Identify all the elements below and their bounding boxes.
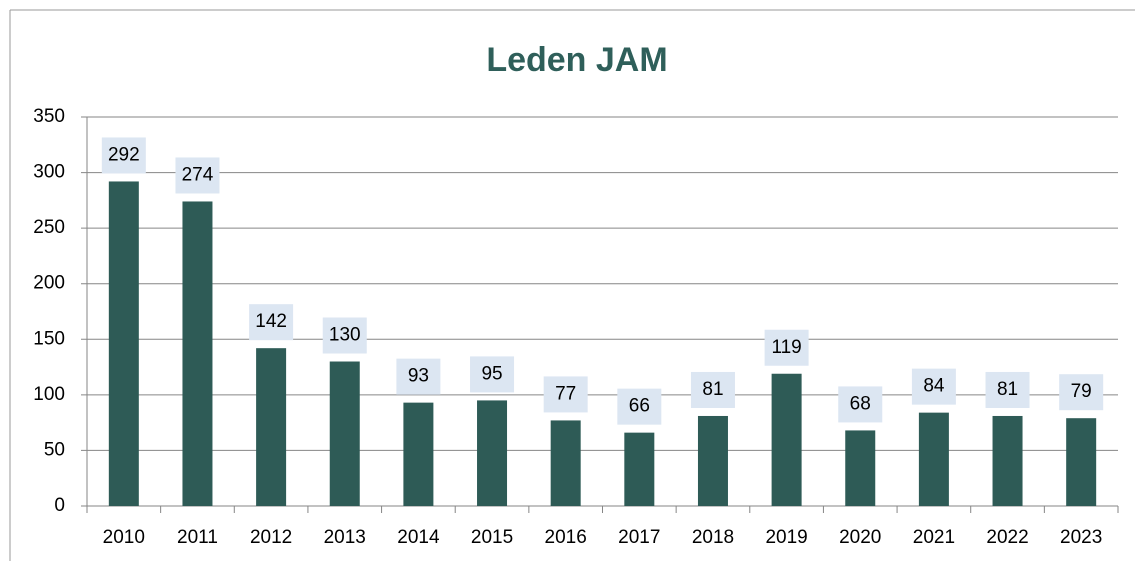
data-label: 66: [629, 396, 650, 417]
data-label: 77: [555, 383, 576, 404]
data-label: 95: [481, 363, 502, 384]
data-label-box: [985, 371, 1030, 408]
bar: [329, 361, 360, 506]
x-tick-label: 2013: [324, 527, 366, 548]
x-tick-label: 2011: [177, 527, 218, 548]
bar: [697, 415, 728, 506]
bar: [477, 400, 508, 506]
data-label-box: [101, 137, 146, 174]
bar: [108, 181, 139, 506]
bar: [256, 348, 287, 506]
data-label: 292: [108, 144, 140, 165]
data-label: 93: [408, 366, 429, 387]
x-tick-label: 2012: [250, 527, 292, 548]
y-tick-label: 150: [33, 328, 65, 349]
y-tick-label: 0: [54, 495, 65, 516]
x-tick-label: 2014: [397, 527, 440, 548]
x-tick-label: 2010: [103, 527, 145, 548]
data-label-box: [617, 388, 662, 425]
bar: [403, 402, 434, 506]
data-label: 79: [1071, 381, 1092, 402]
y-tick-label: 200: [33, 273, 65, 294]
data-label: 84: [923, 376, 945, 397]
y-tick-label: 50: [44, 439, 65, 460]
data-label-box: [838, 386, 883, 423]
data-label: 68: [850, 393, 871, 414]
y-tick-label: 300: [33, 162, 65, 183]
y-tick-label: 350: [33, 106, 65, 127]
x-tick-label: 2021: [913, 527, 955, 548]
x-tick-label: 2023: [1060, 527, 1102, 548]
data-label-box: [690, 371, 735, 408]
x-tick-label: 2022: [986, 527, 1028, 548]
data-label-box: [322, 317, 367, 354]
data-label: 142: [255, 311, 287, 332]
data-label: 119: [771, 337, 801, 358]
data-label-box: [175, 157, 220, 194]
x-tick-label: 2018: [692, 527, 734, 548]
bar: [182, 201, 213, 506]
data-label-box: [249, 304, 294, 341]
chart-title: Leden JAM: [486, 41, 667, 79]
bar: [1066, 418, 1097, 506]
bar: [992, 415, 1023, 506]
bar: [845, 430, 876, 506]
data-label-box: [1059, 374, 1104, 411]
data-label-box: [470, 356, 515, 393]
data-label: 274: [182, 164, 214, 185]
x-tick-label: 2016: [545, 527, 587, 548]
bar: [918, 412, 949, 506]
data-label: 81: [702, 379, 723, 400]
data-label: 130: [329, 325, 361, 346]
x-tick-label: 2017: [618, 527, 660, 548]
data-label: 81: [997, 379, 1018, 400]
data-label-box: [911, 368, 956, 405]
y-tick-label: 250: [33, 217, 65, 238]
bar: [624, 432, 655, 506]
x-tick-label: 2020: [839, 527, 881, 548]
y-tick-label: 100: [33, 384, 65, 405]
data-label-box: [396, 358, 441, 395]
x-tick-label: 2015: [471, 527, 513, 548]
x-tick-label: 2019: [765, 527, 807, 548]
data-label-box: [543, 376, 588, 413]
data-label-box: [764, 329, 809, 366]
bar: [550, 420, 581, 506]
bar: [771, 373, 802, 506]
